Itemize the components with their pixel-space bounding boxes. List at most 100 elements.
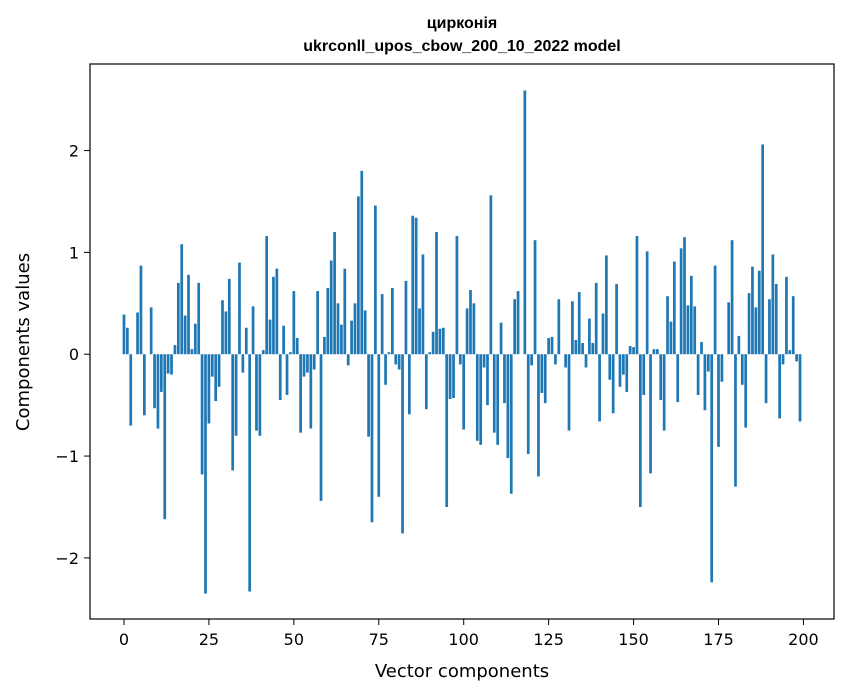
bar [557, 299, 561, 355]
bar [251, 306, 255, 355]
y-tick-label: −2 [55, 549, 79, 568]
bar [312, 354, 316, 370]
bar [136, 312, 139, 355]
bar [499, 322, 503, 355]
bar [319, 354, 323, 501]
y-tick-label: −1 [55, 447, 79, 466]
bar [333, 232, 336, 355]
bar [496, 354, 500, 445]
bar [149, 307, 153, 355]
bar [469, 290, 472, 355]
bar [591, 343, 595, 355]
bar [357, 196, 360, 355]
bar [418, 308, 421, 355]
bar [424, 354, 428, 410]
bar [781, 354, 785, 365]
bar [173, 345, 177, 355]
bar [217, 354, 221, 387]
bar [662, 354, 666, 431]
bar [588, 318, 591, 355]
x-tick-label: 125 [533, 630, 564, 649]
bar [795, 354, 798, 362]
bar [577, 292, 581, 355]
bar [537, 354, 540, 477]
bar [486, 354, 489, 406]
bar [241, 354, 245, 373]
bar [421, 254, 425, 355]
bar [730, 240, 734, 355]
bar [384, 354, 387, 385]
bar [363, 310, 367, 355]
bar [142, 354, 146, 416]
bar [448, 354, 452, 400]
bar [513, 299, 517, 355]
bar [343, 268, 347, 355]
bar [159, 354, 163, 392]
bar [737, 335, 741, 355]
bar [204, 354, 207, 594]
bar [401, 354, 404, 534]
bar [649, 354, 652, 474]
y-tick-label: 2 [69, 142, 79, 161]
bar [374, 205, 377, 355]
bar [163, 354, 167, 520]
bar [231, 354, 235, 471]
bar [299, 354, 302, 433]
bar [414, 217, 418, 355]
bar [210, 354, 214, 377]
bar [635, 236, 639, 355]
bar [717, 354, 720, 447]
bar [788, 350, 792, 355]
bar [445, 354, 449, 507]
bar [679, 248, 683, 355]
bar [567, 354, 571, 431]
bar [516, 291, 520, 355]
bar [554, 354, 557, 365]
bar [452, 354, 455, 399]
bar [292, 291, 296, 355]
bar [458, 354, 462, 365]
bar [377, 354, 381, 497]
bar [285, 354, 289, 395]
bar [720, 354, 724, 382]
bar [390, 288, 394, 355]
bar [622, 354, 625, 375]
bar [703, 354, 707, 411]
bar [153, 354, 156, 409]
bar [187, 274, 190, 355]
bar [370, 354, 374, 523]
bar [255, 354, 258, 431]
bar [268, 319, 272, 355]
bar [526, 354, 530, 455]
x-tick-label: 175 [703, 630, 734, 649]
bar [261, 350, 265, 355]
bar [431, 331, 435, 355]
bar [611, 354, 615, 414]
bar [244, 327, 248, 355]
bar [785, 276, 788, 355]
bar [645, 251, 649, 355]
bar [309, 354, 313, 429]
bar [438, 328, 442, 355]
y-tick-label: 0 [69, 345, 79, 364]
bar [574, 339, 578, 355]
x-tick-label: 50 [284, 630, 304, 649]
bar [564, 354, 567, 368]
bar [689, 275, 693, 355]
bar [272, 276, 275, 355]
bar [227, 278, 231, 355]
bar [122, 314, 126, 355]
bar [672, 261, 676, 355]
bar [462, 354, 466, 430]
bar [435, 232, 438, 355]
bar [472, 303, 476, 355]
bar [669, 321, 673, 355]
bar [618, 354, 622, 387]
bar [489, 195, 493, 355]
bar [207, 354, 211, 424]
bar [571, 301, 574, 355]
bar [584, 354, 588, 368]
x-tick-label: 0 [119, 630, 129, 649]
bar [193, 323, 197, 355]
